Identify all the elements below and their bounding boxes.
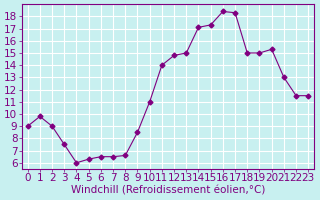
X-axis label: Windchill (Refroidissement éolien,°C): Windchill (Refroidissement éolien,°C) [71, 186, 265, 196]
